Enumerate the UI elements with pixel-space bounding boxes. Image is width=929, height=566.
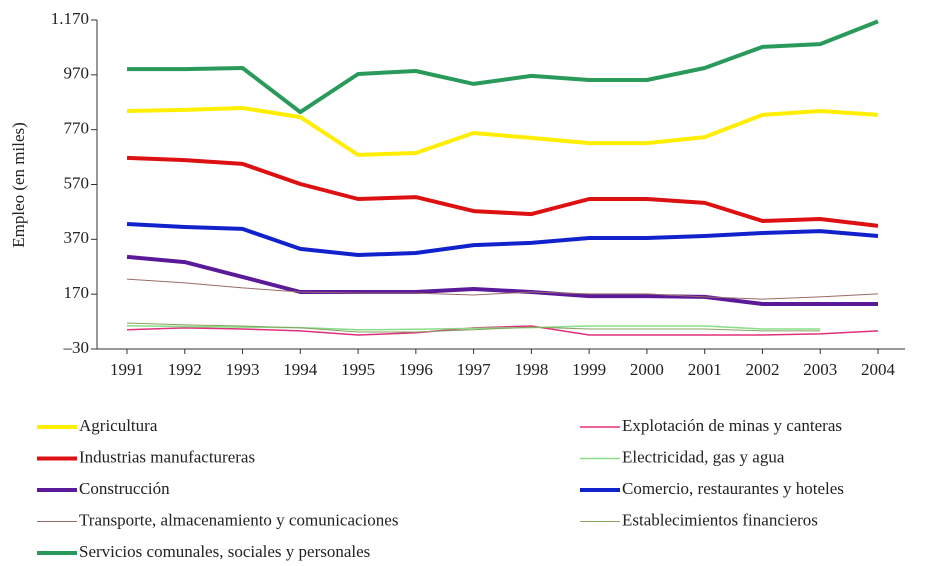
x-tick-label: 1994 <box>283 360 318 379</box>
x-tick-label: 2003 <box>803 360 837 379</box>
x-tick-label: 1996 <box>399 360 433 379</box>
y-tick-label: –30 <box>63 338 90 357</box>
x-tick-label: 1998 <box>514 360 548 379</box>
series-line <box>126 155 879 228</box>
series-line <box>126 222 879 257</box>
y-tick-label: 170 <box>64 283 90 302</box>
series-line <box>126 278 879 300</box>
legend-label: Industrias manufactureras <box>79 447 255 466</box>
legend-label: Agricultura <box>79 416 158 435</box>
x-tick-label: 1993 <box>226 360 260 379</box>
y-tick-label: 770 <box>64 119 90 138</box>
legend-label: Electricidad, gas y agua <box>622 447 785 466</box>
series-line <box>127 19 879 115</box>
x-tick-label: 1991 <box>110 360 144 379</box>
x-tick-label: 1999 <box>572 360 606 379</box>
x-tick-label: 2000 <box>630 360 664 379</box>
y-tick-label: 1.170 <box>51 9 89 28</box>
y-tick-label: 570 <box>64 173 90 192</box>
legend-label: Comercio, restaurantes y hoteles <box>622 479 844 498</box>
legend-label: Construcción <box>79 479 170 498</box>
legend-label: Transporte, almacenamiento y comunicacio… <box>79 510 398 529</box>
legend-label: Establecimientos financieros <box>622 510 818 529</box>
x-tick-label: 2004 <box>861 360 896 379</box>
legend-label: Servicios comunales, sociales y personal… <box>79 542 370 561</box>
series-line <box>126 322 821 333</box>
legend-label: Explotación de minas y canteras <box>622 416 842 435</box>
series-line <box>126 106 879 157</box>
x-tick-label: 1997 <box>457 360 492 379</box>
y-axis-label: Empleo (en miles) <box>9 122 28 248</box>
series-line <box>126 324 821 331</box>
series-line <box>126 325 879 336</box>
series-line <box>126 254 878 306</box>
x-tick-label: 2002 <box>745 360 779 379</box>
x-tick-label: 1992 <box>168 360 202 379</box>
y-tick-label: 970 <box>64 64 90 83</box>
y-tick-label: 370 <box>64 228 90 247</box>
x-tick-label: 1995 <box>341 360 375 379</box>
x-tick-label: 2001 <box>688 360 722 379</box>
